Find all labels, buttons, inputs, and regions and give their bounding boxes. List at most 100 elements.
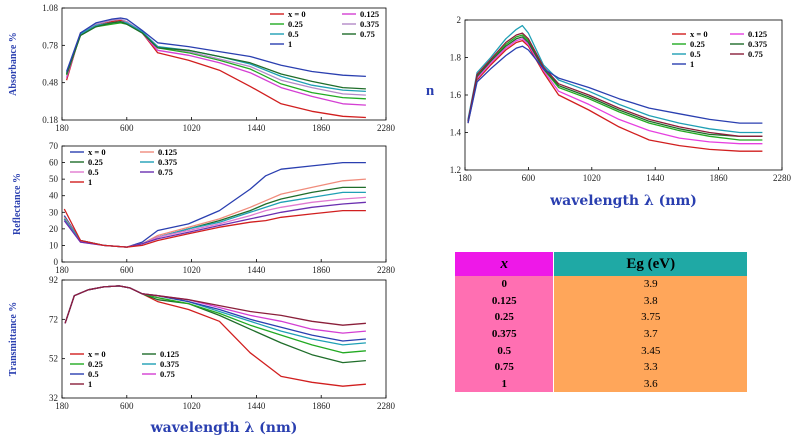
legend-label: 0.5 (88, 369, 99, 379)
legend-label: 0.375 (158, 157, 177, 167)
y-tick-label: 1.2 (450, 165, 461, 175)
series-line (65, 17, 366, 78)
y-tick-label: 50 (49, 174, 59, 184)
x-tick-label: 1020 (183, 401, 202, 411)
x-tick-label: 180 (55, 265, 69, 275)
legend-label: 0.25 (690, 39, 705, 49)
legend-label: 0.375 (360, 19, 379, 29)
x-tick-label: 600 (120, 265, 134, 275)
x-tick-label: 1440 (247, 401, 266, 411)
x-tick-label: 1020 (183, 123, 202, 133)
y-axis-label: Transmittance % (8, 302, 19, 377)
plot-frame (61, 279, 387, 399)
x-tick-label: 600 (120, 123, 134, 133)
cell-x: 0.5 (455, 342, 555, 359)
cell-x: 0.75 (455, 358, 555, 376)
series-line (65, 21, 366, 90)
cell-eg: 3.6 (553, 375, 747, 393)
legend-label: 0.75 (158, 167, 173, 177)
cell-eg: 3.75 (553, 309, 747, 326)
y-tick-label: 2 (457, 15, 462, 25)
y-tick-label: 1.8 (450, 53, 462, 63)
legend-label: 1 (288, 39, 292, 49)
x-tick-label: 2280 (377, 123, 396, 133)
cell-eg: 3.45 (553, 342, 747, 359)
cell-x: 0 (455, 276, 555, 293)
cell-x: 0.125 (455, 292, 555, 310)
legend-label: x = 0 (690, 29, 708, 39)
legend-label: 0.125 (160, 349, 179, 359)
y-tick-label: 1.6 (450, 90, 462, 100)
y-tick-label: 40 (49, 191, 59, 201)
chart-transmittance: 180 600 1020 1440 1860 2280 32 52 72 92 Transmitta… (8, 275, 396, 436)
series-line (467, 45, 763, 124)
table-row: 0.125 3.8 (455, 292, 747, 310)
series-line (65, 21, 366, 93)
series-line (467, 39, 763, 152)
cell-eg: 3.7 (553, 325, 747, 343)
x-tick-label: 1860 (710, 173, 729, 183)
series-line (467, 24, 763, 134)
y-tick-label: 92 (49, 275, 58, 285)
y-tick-label: 52 (49, 354, 58, 364)
y-tick-label: 60 (49, 158, 59, 168)
chart-reflectance: 180 600 1020 1440 1860 2280010203040506070Ref… (12, 141, 396, 275)
series-line (64, 285, 366, 346)
column-header-eg: Eg (eV) (553, 252, 747, 276)
series-line (63, 161, 366, 248)
cell-eg: 3.8 (553, 292, 747, 310)
y-axis-label: n (426, 83, 435, 99)
cell-eg: 3.9 (553, 276, 747, 293)
cell-x: 1 (455, 375, 555, 393)
x-tick-label: 1020 (183, 265, 202, 275)
x-tick-label: 600 (522, 173, 536, 183)
x-tick-label: 2280 (377, 265, 396, 275)
table-row: 0.5 3.45 (455, 342, 747, 359)
legend-label: 1 (690, 59, 694, 69)
y-tick-label: 72 (49, 314, 58, 324)
y-tick-label: 1.08 (42, 3, 58, 13)
series-line (64, 285, 366, 334)
table-header-row: x Eg (eV) (455, 252, 747, 276)
y-tick-label: 70 (49, 141, 59, 151)
legend-label: 0.75 (360, 29, 375, 39)
legend-label: x = 0 (288, 9, 306, 19)
x-tick-label: 1860 (312, 123, 331, 133)
legend-label: 0.5 (88, 167, 99, 177)
y-tick-label: 0 (54, 257, 59, 267)
legend-label: 0.5 (288, 29, 299, 39)
legend-label: 0.125 (748, 29, 767, 39)
x-axis-label: wavelength λ (nm) (150, 420, 298, 436)
series-line (467, 32, 763, 137)
series-line (64, 285, 366, 364)
x-tick-label: 2280 (377, 401, 396, 411)
legend-label: 0.375 (160, 359, 179, 369)
table-row: 0.25 3.75 (455, 309, 747, 326)
table-row: 1 3.6 (455, 375, 747, 393)
y-tick-label: 20 (49, 224, 59, 234)
legend-label: 0.25 (88, 157, 103, 167)
x-tick-label: 180 (55, 123, 69, 133)
chart-refractive-index: 180 600 1020 1440 1860 2280 1.2 1.4 1.6 1.8 2 n wave… (426, 15, 792, 209)
legend-label: 0.375 (748, 39, 767, 49)
legend-label: 0.25 (288, 19, 303, 29)
legend-label: 1 (88, 177, 92, 187)
y-tick-label: 10 (49, 240, 59, 250)
cell-x: 0.25 (455, 309, 555, 326)
x-tick-label: 180 (458, 173, 472, 183)
table-row: 0.75 3.3 (455, 358, 747, 376)
x-tick-label: 600 (120, 401, 134, 411)
legend-label: 0.125 (158, 147, 177, 157)
plot-frame (61, 7, 387, 121)
x-tick-label: 1860 (312, 401, 331, 411)
series-line (65, 22, 366, 100)
x-axis-label: wavelength λ (nm) (549, 193, 697, 209)
cell-eg: 3.3 (553, 358, 747, 376)
y-axis-label: Absorbance % (8, 32, 19, 96)
column-header-x: x (455, 252, 555, 276)
x-tick-label: 1440 (247, 265, 266, 275)
series-line (65, 21, 366, 106)
x-tick-label: 1440 (646, 173, 665, 183)
series-line (64, 285, 366, 326)
legend-label: 1 (88, 379, 92, 389)
